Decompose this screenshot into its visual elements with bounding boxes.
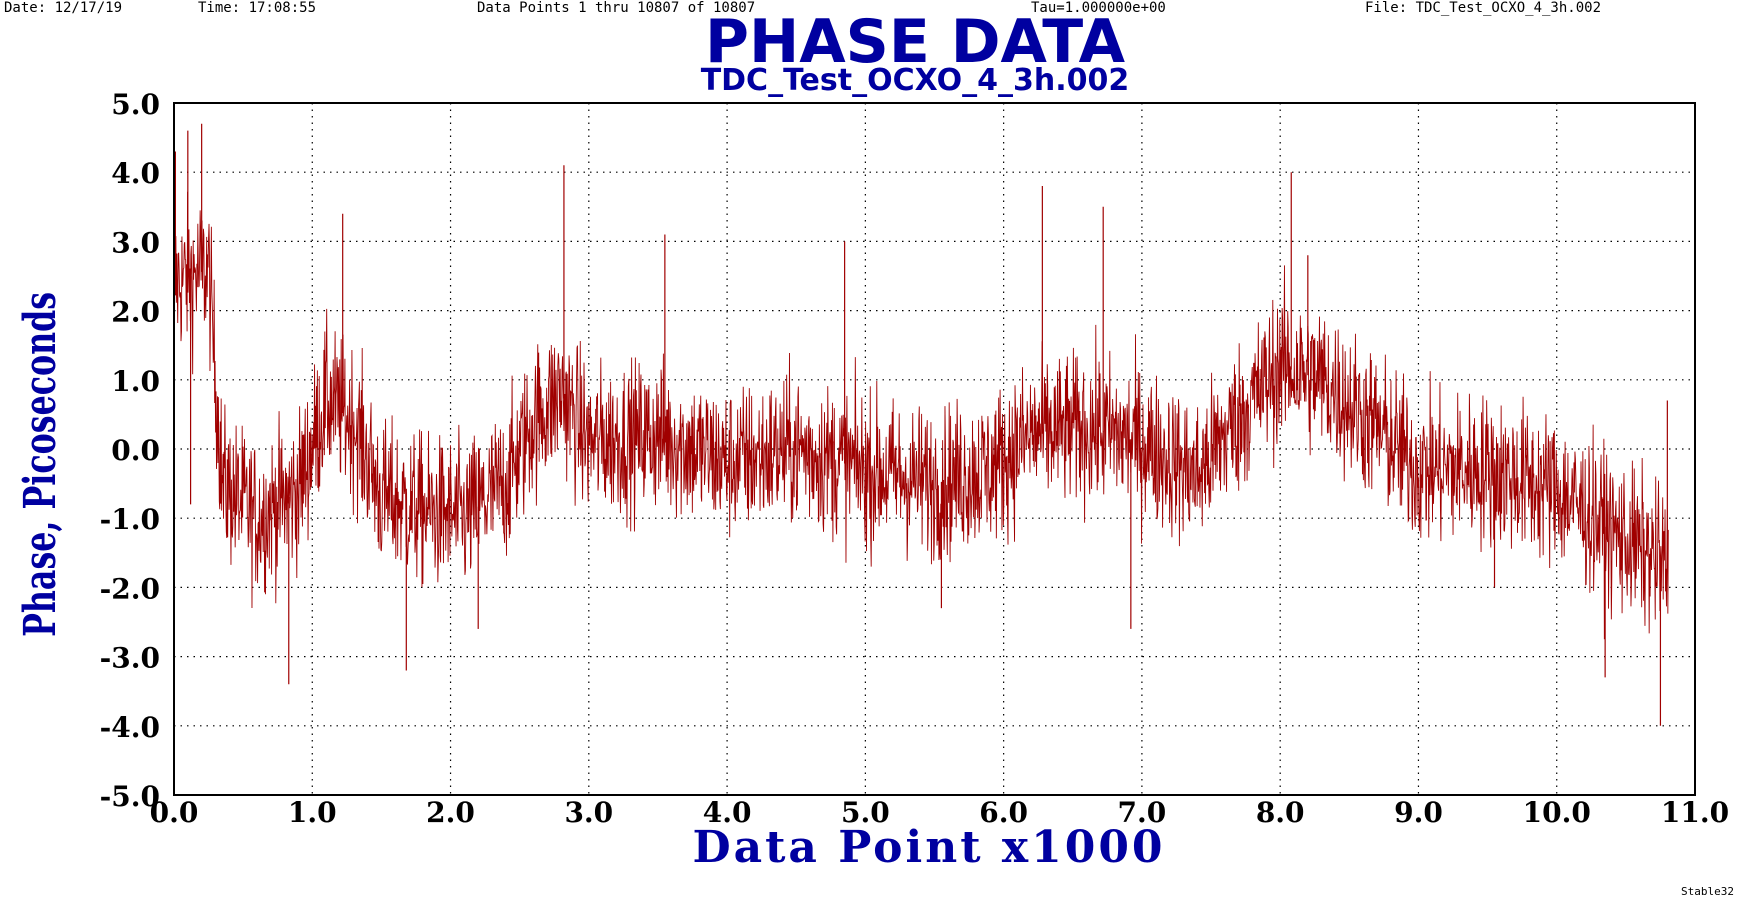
y-axis-label: Phase, Picoseconds (15, 292, 67, 637)
y-tick-label: -3.0 (100, 642, 160, 675)
x-tick-label: 11.0 (1661, 796, 1729, 829)
phase-trace-group (173, 123, 1669, 726)
y-tick-label: -1.0 (100, 503, 160, 536)
x-tick-label: 2.0 (426, 796, 475, 829)
x-tick-label: 0.0 (150, 796, 199, 829)
header-tau: Tau=1.000000e+00 (1031, 0, 1166, 16)
x-tick-label: 8.0 (1256, 796, 1305, 829)
header-date: Date: 12/17/19 (4, 0, 123, 16)
y-tick-label: 0.0 (111, 434, 160, 467)
x-tick-label: 6.0 (979, 796, 1028, 829)
header-file: File: TDC_Test_OCXO_4_3h.002 (1365, 0, 1602, 16)
x-tick-label: 4.0 (703, 796, 752, 829)
y-tick-label: -5.0 (100, 780, 160, 813)
x-tick-label: 1.0 (288, 796, 337, 829)
x-tick-label: 3.0 (564, 796, 613, 829)
header-data-points: Data Points 1 thru 10807 of 10807 (477, 0, 756, 16)
y-tick-label: 2.0 (111, 296, 160, 329)
x-tick-label: 9.0 (1394, 796, 1443, 829)
grid-lines (174, 103, 1695, 795)
y-tick-label: 1.0 (111, 365, 160, 398)
chart-title: PHASE DATA (705, 7, 1126, 77)
y-tick-label: -4.0 (100, 711, 160, 744)
x-tick-label: 10.0 (1523, 796, 1591, 829)
y-tick-label: -2.0 (100, 572, 160, 605)
x-tick-label: 7.0 (1118, 796, 1167, 829)
phase-trace (173, 191, 1669, 640)
y-tick-label: 4.0 (111, 157, 160, 190)
y-tick-label: 3.0 (111, 226, 160, 259)
x-tick-label: 5.0 (841, 796, 890, 829)
plot-frame (173, 102, 1696, 796)
stable32-brand: Stable32 (1681, 885, 1734, 898)
chart-subtitle: TDC_Test_OCXO_4_3h.002 (701, 63, 1130, 98)
x-axis-label: Data Point x1000 (692, 822, 1165, 873)
x-tick-labels: 0.0 1.0 2.0 3.0 4.0 5.0 6.0 7.0 8.0 9.0 10.0 11.0 (150, 796, 1729, 829)
y-tick-label: 5.0 (111, 88, 160, 121)
y-tick-labels: 5.0 4.0 3.0 2.0 1.0 0.0 -1.0 -2.0 -3.0 -4.0 -5.0 (100, 88, 160, 813)
header-time: Time: 17:08:55 (198, 0, 317, 16)
